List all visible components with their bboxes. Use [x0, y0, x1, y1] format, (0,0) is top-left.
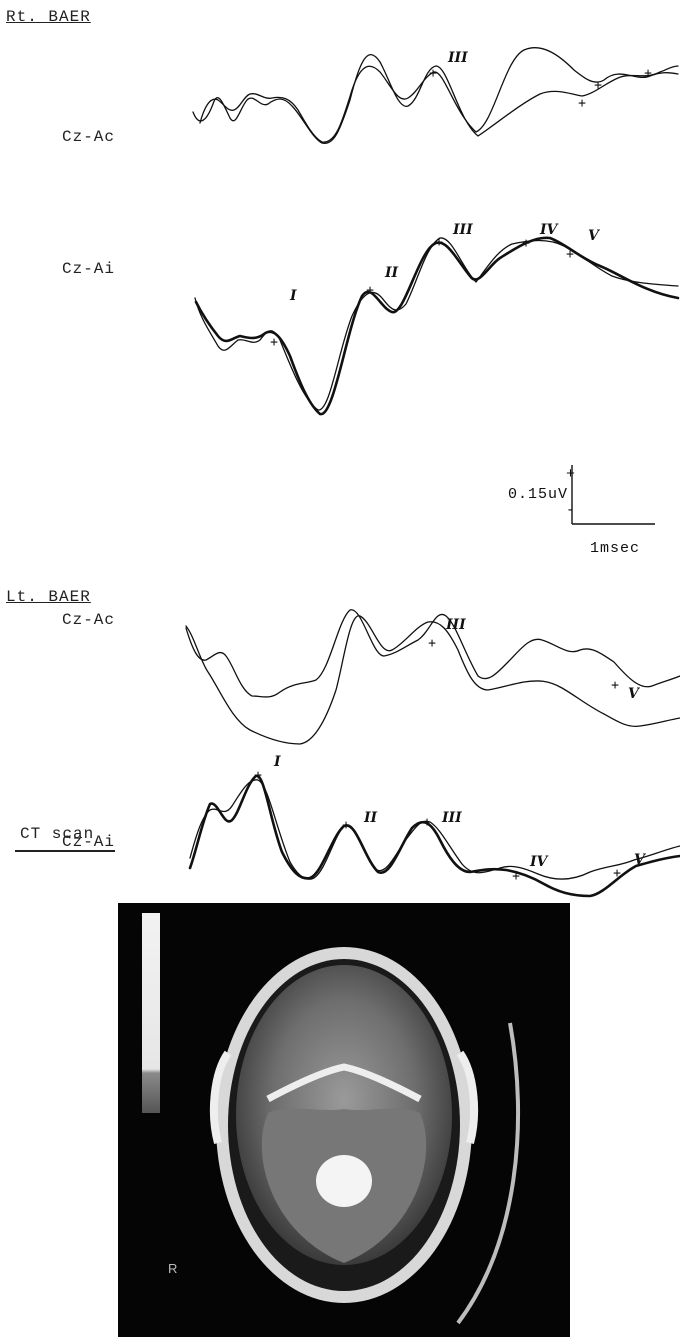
left-cz-ai-trace-b: [188, 774, 680, 898]
ct-title-underline: [15, 850, 115, 852]
right-ac-cross-1: +: [429, 66, 437, 81]
baer-waveforms: + + + + + + + + + + + + + + + +: [185, 47, 680, 898]
right-cz-ai-trace-a: [194, 237, 679, 411]
right-ai-cross-5: +: [566, 247, 574, 262]
right-ai-peak-ii: II: [385, 265, 399, 281]
right-ai-cross-2: +: [366, 283, 374, 298]
left-cz-ai-label: Cz-Ai: [62, 833, 116, 851]
left-ai-cross-4: +: [512, 869, 520, 884]
left-ac-cross-2: +: [611, 678, 619, 693]
ct-right-temporal: [456, 1050, 479, 1145]
left-ai-peak-iv: IV: [530, 854, 548, 870]
ct-side-marker: R: [168, 1261, 177, 1276]
right-ai-cross-3: +: [435, 235, 443, 250]
ct-grayscale-bar: [142, 913, 160, 1113]
right-ac-peak-iii: III: [448, 50, 468, 66]
left-ac-peak-v: V: [628, 686, 639, 702]
ct-head-contour: [456, 1022, 521, 1325]
ct-scan-image: R: [118, 903, 570, 1337]
left-ai-cross-5: +: [613, 866, 621, 881]
left-cz-ac-trace-a: [185, 609, 680, 698]
left-ai-peak-ii: II: [364, 810, 378, 826]
left-ai-cross-1: +: [254, 768, 262, 783]
scale-time: 1msec: [590, 540, 641, 557]
ct-petrous-bone: [266, 1063, 422, 1103]
ct-scan-drawing: R: [142, 913, 521, 1325]
left-cz-ai-trace-a: [189, 779, 680, 880]
right-ai-peak-iv: IV: [540, 222, 558, 238]
right-cz-ac-label: Cz-Ac: [62, 128, 116, 146]
scale-minus: -: [566, 502, 577, 519]
right-baer-title: Rt. BAER: [6, 8, 91, 26]
right-cz-ai-trace-b: [194, 236, 680, 416]
ct-brainstem: [316, 1155, 372, 1207]
left-cz-ac-trace-b: [185, 615, 680, 745]
scale-plus: +: [566, 466, 577, 483]
left-ai-cross-2: +: [342, 818, 350, 833]
right-ac-cross-3: +: [594, 78, 602, 93]
left-ai-peak-v: V: [634, 852, 645, 868]
left-ai-cross-3: +: [423, 815, 431, 830]
left-ai-peak-iii: III: [442, 810, 462, 826]
right-ac-cross-2: +: [578, 96, 586, 111]
right-ac-cross-4: +: [644, 66, 652, 81]
right-cz-ac-trace-a: [192, 54, 679, 144]
right-cz-ai-label: Cz-Ai: [62, 260, 116, 278]
right-ai-peak-iii: III: [453, 222, 473, 238]
left-ac-cross-1: +: [428, 636, 436, 651]
right-ai-peak-i: I: [290, 288, 297, 304]
ct-left-temporal: [209, 1050, 232, 1145]
right-ai-peak-v: V: [588, 228, 599, 244]
right-cz-ac-trace-b: [199, 47, 679, 143]
left-baer-title: Lt. BAER: [6, 588, 91, 606]
right-ai-cross-1: +: [270, 335, 278, 350]
left-ai-peak-i: I: [274, 754, 281, 770]
right-ai-cross-4: +: [522, 236, 530, 251]
ct-title: CT scan: [20, 825, 95, 843]
scale-amplitude: 0.15uV: [508, 486, 569, 503]
scale-bar: [571, 465, 655, 525]
left-cz-ac-label: Cz-Ac: [62, 611, 116, 629]
